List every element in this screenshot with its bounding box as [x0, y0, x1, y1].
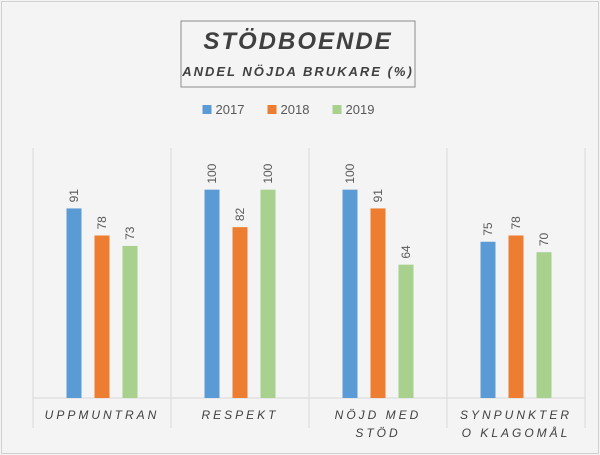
bar: [232, 227, 248, 398]
data-label: 78: [95, 216, 109, 230]
bar: [536, 252, 552, 398]
x-tick-label: RESPEKT: [201, 408, 279, 422]
bar: [260, 189, 276, 398]
legend-swatch: [267, 105, 277, 114]
x-tick-label: NÖJD MED STÖD: [334, 408, 422, 440]
x-tick-label: SYNPUNKTER O KLAGOMÅL: [459, 408, 572, 440]
bar: [480, 241, 496, 398]
data-label: 100: [205, 163, 219, 183]
legend-label: 2017: [216, 102, 245, 117]
data-label: 91: [67, 189, 81, 203]
data-label: 73: [123, 226, 137, 240]
data-label: 91: [371, 189, 385, 203]
bar: [370, 208, 386, 398]
bar: [94, 235, 110, 398]
x-tick-label: UPPMUNTRAN: [44, 408, 160, 422]
data-label: 82: [233, 207, 247, 221]
data-label: 78: [509, 216, 523, 230]
chart-title: STÖDBOENDE: [203, 28, 392, 55]
data-label: 75: [481, 222, 495, 236]
bar: [204, 189, 220, 398]
bar: [508, 235, 524, 398]
legend-swatch: [202, 105, 212, 114]
data-label: 64: [399, 245, 413, 259]
legend-label: 2018: [281, 102, 310, 117]
legend-swatch: [332, 105, 342, 114]
bar: [398, 264, 414, 398]
legend-label: 2019: [346, 102, 375, 117]
data-label: 100: [261, 163, 275, 183]
bar: [342, 189, 358, 398]
title-box: [180, 20, 416, 88]
data-label: 100: [343, 163, 357, 183]
data-label: 70: [537, 232, 551, 246]
chart-subtitle: ANDEL NÖJDA BRUKARE (%): [181, 64, 414, 79]
bar: [122, 245, 138, 398]
bar: [66, 208, 82, 398]
